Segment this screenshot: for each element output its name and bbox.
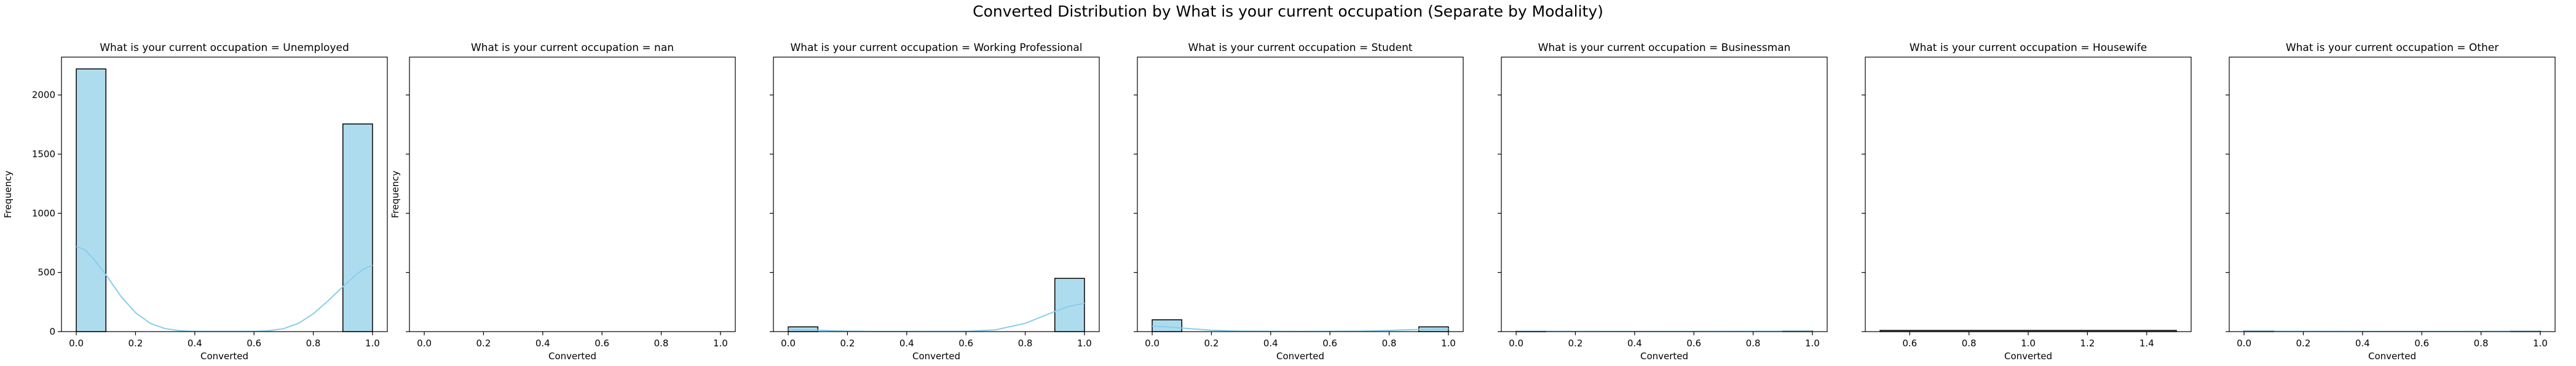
y-axis-label: Frequency: [390, 171, 401, 219]
x-tick-label: 0.6: [1686, 338, 1701, 349]
subplot-title: What is your current occupation = Housew…: [1910, 42, 2147, 54]
x-tick-label: 0.6: [247, 338, 261, 349]
x-tick-label: 0.4: [1627, 338, 1642, 349]
x-tick-label: 0.0: [781, 338, 796, 349]
x-tick-label: 0.6: [2414, 338, 2429, 349]
x-tick-label: 0.8: [654, 338, 669, 349]
panel-6: 0.6 0.8 1.0 1.2 1.4 What is your current occu…: [1862, 42, 2191, 362]
x-tick-label: 0.4: [899, 338, 914, 349]
x-tick-label: 0.0: [2237, 338, 2251, 349]
kde-line: [1152, 326, 1448, 332]
subplot-title: What is your current occupation = nan: [471, 42, 674, 54]
x-tick-label: 1.0: [713, 338, 728, 349]
x-tick-label: 0.4: [188, 338, 202, 349]
histogram-bar: [1152, 320, 1182, 332]
y-tick-label: 0: [49, 326, 55, 337]
axes-frame: [409, 57, 735, 332]
x-tick-label: 1.0: [2533, 338, 2548, 349]
x-tick-label: 1.0: [1441, 338, 1456, 349]
panel-4: 0.0 0.2 0.4 0.6 0.8 1.0 What is your current o…: [1134, 42, 1463, 362]
x-tick-label: 0.2: [2296, 338, 2311, 349]
axes-frame: [1865, 57, 2191, 332]
kde-line: [76, 246, 373, 331]
axes-frame: [773, 57, 1099, 332]
x-tick-label: 1.0: [2021, 338, 2036, 349]
y-tick-label: 1500: [32, 149, 55, 160]
x-tick-label: 0.8: [1746, 338, 1761, 349]
subplot-title: What is your current occupation = Busine…: [1538, 42, 1791, 54]
x-axis-label: Converted: [1276, 351, 1324, 362]
x-tick-label: 1.0: [1077, 338, 1092, 349]
x-axis-label: Converted: [2368, 351, 2416, 362]
x-tick-label: 0.8: [1962, 338, 1977, 349]
x-tick-label: 0.2: [1568, 338, 1583, 349]
x-tick-label: 0.0: [1509, 338, 1523, 349]
x-tick-label: 0.4: [2355, 338, 2370, 349]
x-axis-label: Converted: [548, 351, 596, 362]
axes-frame: [2229, 57, 2555, 332]
x-tick-label: 0.2: [476, 338, 491, 349]
kde-line: [788, 303, 1085, 332]
subplot-title: What is your current occupation = Other: [2286, 42, 2499, 54]
x-tick-label: 1.0: [365, 338, 380, 349]
y-tick-label: 500: [38, 267, 55, 278]
x-tick-label: 0.8: [1018, 338, 1033, 349]
subplot-title: What is your current occupation = Unempl…: [100, 42, 349, 54]
x-tick-label: 0.8: [1382, 338, 1397, 349]
x-tick-label: 0.6: [1322, 338, 1337, 349]
subplot-title: What is your current occupation = Studen…: [1188, 42, 1412, 54]
x-tick-label: 0.0: [69, 338, 84, 349]
figure-title: Converted Distribution by What is your c…: [0, 2, 2576, 20]
axes-frame: [1137, 57, 1463, 332]
x-axis-label: Converted: [912, 351, 960, 362]
y-axis-label: Frequency: [2, 171, 14, 219]
panel-2: 0.0 0.2 0.4 0.6 0.8 1.0 What is your current o…: [390, 42, 735, 362]
x-tick-label: 0.6: [1902, 338, 1917, 349]
x-tick-label: 1.4: [2139, 338, 2154, 349]
histogram-bar: [343, 124, 373, 332]
histogram-bar: [1055, 278, 1085, 332]
panel-1: 0.0 0.2 0.4 0.6 0.8 1.0 0 500 1000 1500 2000 What i…: [2, 42, 387, 362]
panel-7: 0.0 0.2 0.4 0.6 0.8 1.0 What is your current o…: [2226, 42, 2555, 362]
subplot-title: What is your current occupation = Workin…: [790, 42, 1082, 54]
x-tick-label: 0.0: [1145, 338, 1160, 349]
axes-frame: [1501, 57, 1827, 332]
x-tick-label: 0.2: [840, 338, 855, 349]
x-tick-label: 0.6: [595, 338, 609, 349]
x-tick-label: 0.8: [306, 338, 321, 349]
x-tick-label: 0.8: [2474, 338, 2489, 349]
x-tick-label: 0.2: [1204, 338, 1219, 349]
x-tick-label: 0.6: [958, 338, 973, 349]
x-axis-label: Converted: [1640, 351, 1688, 362]
x-tick-label: 1.2: [2080, 338, 2095, 349]
x-tick-label: 1.0: [1805, 338, 1820, 349]
y-tick-label: 2000: [32, 90, 55, 101]
x-tick-label: 0.0: [417, 338, 432, 349]
x-axis-label: Converted: [200, 351, 248, 362]
panel-5: 0.0 0.2 0.4 0.6 0.8 1.0 What is your current o…: [1498, 42, 1827, 362]
panel-3: 0.0 0.2 0.4 0.6 0.8 1.0 What is your current o…: [770, 42, 1099, 362]
x-axis-label: Converted: [2004, 351, 2052, 362]
x-tick-label: 0.4: [1263, 338, 1278, 349]
x-tick-label: 0.4: [535, 338, 550, 349]
y-tick-label: 1000: [32, 208, 55, 219]
x-tick-label: 0.2: [128, 338, 143, 349]
histogram-bar: [76, 69, 106, 332]
